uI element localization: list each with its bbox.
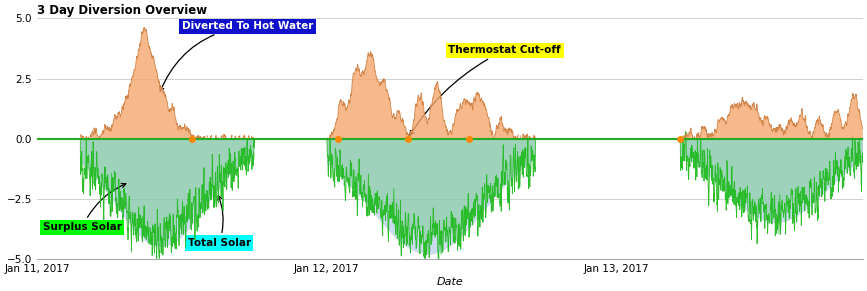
X-axis label: Date: Date [436, 277, 463, 287]
Text: Total Solar: Total Solar [187, 196, 251, 248]
Text: Surplus Solar: Surplus Solar [42, 183, 126, 232]
Text: Diverted To Hot Water: Diverted To Hot Water [160, 21, 313, 92]
Text: Thermostat Cut-off: Thermostat Cut-off [410, 45, 561, 135]
Text: 3 Day Diversion Overview: 3 Day Diversion Overview [37, 4, 207, 17]
